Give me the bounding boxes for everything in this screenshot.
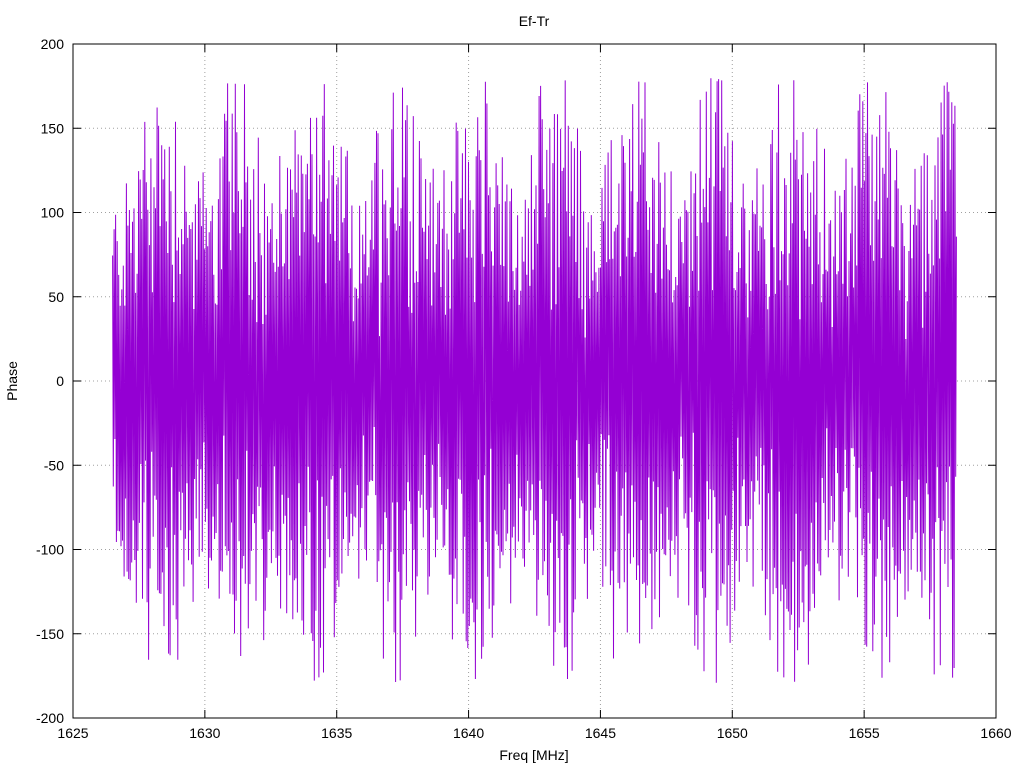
x-tick-label: 1655 bbox=[849, 725, 880, 741]
y-tick-label: 50 bbox=[48, 289, 64, 305]
axis-ticks: 1625 1630 1635 1640 1645 1650 1655 1660 -200 -150… bbox=[36, 36, 1012, 741]
x-tick-label: 1645 bbox=[585, 725, 616, 741]
y-tick-label: -100 bbox=[36, 542, 64, 558]
x-tick-label: 1635 bbox=[321, 725, 352, 741]
y-tick-label: 150 bbox=[41, 120, 65, 136]
y-tick-label: -50 bbox=[44, 457, 64, 473]
x-tick-label: 1650 bbox=[717, 725, 748, 741]
y-tick-label: 100 bbox=[41, 205, 65, 221]
y-tick-label: 0 bbox=[56, 373, 64, 389]
x-tick-label: 1660 bbox=[980, 725, 1011, 741]
phase-series bbox=[112, 78, 957, 683]
x-axis-label: Freq [MHz] bbox=[499, 747, 568, 763]
y-tick-label: -200 bbox=[36, 710, 64, 726]
chart-title: Ef-Tr bbox=[519, 13, 550, 29]
x-tick-label: 1625 bbox=[57, 725, 88, 741]
y-tick-label: 200 bbox=[41, 36, 65, 52]
y-axis-label: Phase bbox=[4, 361, 20, 401]
phase-line bbox=[112, 78, 957, 683]
y-tick-label: -150 bbox=[36, 626, 64, 642]
x-tick-label: 1630 bbox=[189, 725, 220, 741]
x-tick-label: 1640 bbox=[453, 725, 484, 741]
